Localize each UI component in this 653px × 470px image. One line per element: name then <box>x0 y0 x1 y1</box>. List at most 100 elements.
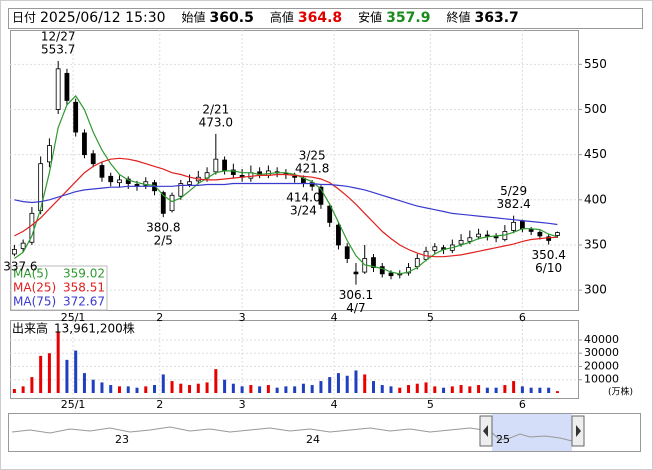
candle-body <box>414 258 420 268</box>
volume-bar <box>319 381 323 393</box>
y-tick-label: 30000 <box>584 346 619 359</box>
volume-bar <box>21 386 25 393</box>
ma-line <box>14 182 558 226</box>
candle-body <box>511 221 517 231</box>
volume-bar <box>442 387 446 393</box>
volume-bar <box>336 373 340 393</box>
legend-value: 358.51 <box>63 281 105 295</box>
annotation-value: 306.1 <box>339 288 373 302</box>
header-value: 2025/06/12 15:30 <box>40 10 166 26</box>
volume-bar <box>249 385 253 393</box>
candle-body <box>82 132 87 156</box>
header-frame <box>8 8 643 29</box>
navigator-line <box>11 426 573 442</box>
ma-line <box>14 157 558 258</box>
candle-body <box>493 236 499 239</box>
candle-body <box>371 257 376 268</box>
ma-line <box>14 94 558 275</box>
candle-body <box>519 221 525 230</box>
candle-body <box>458 240 464 245</box>
volume-bar <box>231 383 235 393</box>
header-value: 363.7 <box>474 10 518 26</box>
annotation-date: 2/5 <box>154 234 173 248</box>
candle-body <box>467 237 473 242</box>
candle-body <box>344 246 350 259</box>
annotation-date: 12/27 <box>41 29 76 43</box>
volume-bar <box>301 383 305 393</box>
volume-bar <box>126 386 130 393</box>
annotation-date: 4/7 <box>346 301 365 315</box>
candle-body <box>178 183 184 197</box>
volume-bar <box>100 382 104 393</box>
volume-bar <box>109 385 113 393</box>
volume-bar <box>538 387 542 393</box>
volume-bar <box>433 386 437 393</box>
navigator-panel <box>8 413 641 452</box>
price-panel <box>10 30 579 311</box>
x-tick-label: 3 <box>239 398 246 411</box>
annotation-value: 421.8 <box>295 162 329 176</box>
y-unit: (万株) <box>608 386 633 398</box>
candle-body <box>336 224 341 246</box>
candle-body <box>64 72 70 101</box>
volume-bar <box>135 387 139 393</box>
volume-bar <box>170 381 174 393</box>
candle-body <box>528 229 534 232</box>
candle-body <box>327 205 333 223</box>
candle-body <box>125 178 131 184</box>
annotation-value: 414.0 <box>286 191 320 205</box>
handle-arrow <box>576 425 581 437</box>
candle-body <box>388 272 394 277</box>
annotation-date: 6/10 <box>535 261 562 275</box>
volume-bar <box>39 355 43 393</box>
x-tick-label: 4 <box>331 311 338 324</box>
volume-bar <box>345 375 349 393</box>
volume-bar <box>47 353 51 393</box>
annotation-value: 380.8 <box>146 221 180 235</box>
volume-bar <box>179 383 183 393</box>
candle-body <box>432 246 438 251</box>
volume-bar <box>205 382 209 393</box>
volume-bar <box>389 386 393 393</box>
candle-body <box>406 267 411 274</box>
volume-bar <box>520 386 524 393</box>
candle-body <box>11 249 17 255</box>
candle-body <box>292 175 298 178</box>
volume-bar <box>407 385 411 393</box>
volume-bar <box>275 387 279 393</box>
header-value: 364.8 <box>298 10 342 26</box>
header-label: 日付 <box>12 11 36 25</box>
volume-bar <box>450 386 454 393</box>
volume-bar <box>529 387 533 393</box>
annotation-date: 3/24 <box>290 204 317 218</box>
volume-bar <box>188 385 192 393</box>
candle-body <box>20 242 26 249</box>
y-tick-label: 450 <box>584 147 607 161</box>
candle-body <box>230 169 236 175</box>
volume-bar <box>398 387 402 393</box>
x-tick-label: 2 <box>156 398 163 411</box>
candle-body <box>213 158 219 173</box>
y-tick-label: 400 <box>584 192 607 206</box>
x-tick-label: 2 <box>156 311 163 324</box>
y-tick-label: 500 <box>584 102 607 116</box>
volume-bar <box>30 377 34 393</box>
candle-body <box>55 68 61 110</box>
y-tick-label: 40000 <box>584 333 619 346</box>
candle-body <box>309 182 315 187</box>
volume-bar <box>512 381 516 393</box>
candle-body <box>29 212 35 243</box>
candle-body <box>47 145 52 163</box>
volume-bar <box>161 374 165 393</box>
volume-bar <box>459 385 463 393</box>
navigator-window <box>492 414 572 451</box>
header-label: 終値 <box>446 10 470 25</box>
volume-bar <box>371 381 375 393</box>
legend-value: 372.67 <box>63 295 105 309</box>
y-tick-label: 300 <box>584 283 607 297</box>
candle-body <box>222 159 227 172</box>
volume-panel <box>10 320 579 399</box>
y-tick-label: 10000 <box>584 373 619 386</box>
volume-bar <box>144 386 148 393</box>
